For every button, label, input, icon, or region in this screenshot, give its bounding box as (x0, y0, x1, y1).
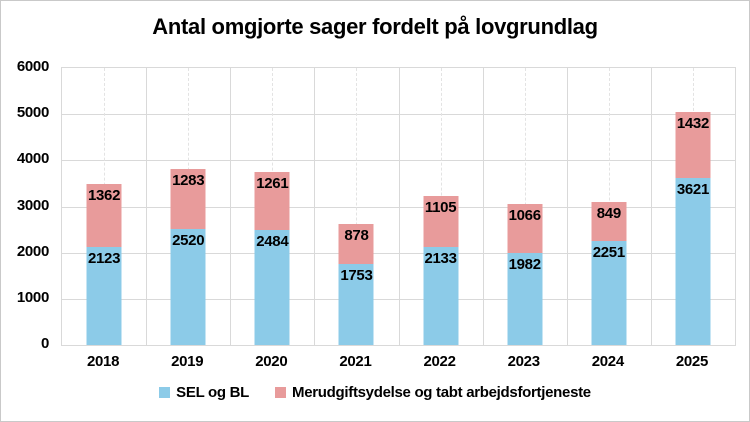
x-axis-category-label: 2023 (507, 353, 540, 370)
y-axis-tick-label: 4000 (16, 150, 49, 168)
x-axis-category-label: 2025 (675, 353, 709, 370)
data-label: 3621 (676, 180, 710, 198)
gridline-vertical (482, 68, 484, 345)
y-axis-tick-label: 1000 (16, 288, 49, 306)
x-axis-category-label: 2021 (339, 353, 372, 370)
data-label: 849 (596, 204, 621, 222)
legend: SEL og BL Merudgiftsydelse og tabt arbejd… (1, 384, 749, 401)
x-axis-category-label: 2024 (591, 353, 624, 370)
legend-swatch-icon (275, 387, 287, 398)
data-label: 1066 (508, 207, 541, 225)
y-axis-tick-label: 5000 (16, 104, 49, 122)
bar-segment-sel-og-bl (170, 228, 206, 345)
y-axis-tick-label: 2000 (16, 242, 49, 260)
bar-segment-merudgiftsydelse (170, 169, 206, 229)
bar-segment-sel-og-bl (507, 253, 543, 345)
gridline-vertical (146, 68, 148, 345)
data-label: 2251 (592, 244, 625, 262)
bar-segment-merudgiftsydelse (86, 184, 122, 247)
bar-segment-sel-og-bl (86, 246, 122, 345)
bar-segment-sel-og-bl (591, 241, 627, 345)
bar-segment-sel-og-bl (254, 230, 290, 345)
data-label: 2133 (424, 249, 457, 267)
legend-item-sel-og-bl: SEL og BL (159, 384, 249, 401)
data-label: 878 (344, 226, 369, 244)
chart-title: Antal omgjorte sager fordelt på lovgrund… (152, 14, 598, 39)
gridline-vertical (230, 68, 232, 345)
data-label: 1261 (256, 175, 289, 193)
gridline-vertical (398, 68, 400, 345)
bar-segment-merudgiftsydelse (675, 111, 711, 178)
legend-swatch-icon (159, 387, 171, 398)
y-axis-tick-label: 0 (40, 335, 49, 352)
bar-segment-merudgiftsydelse (507, 204, 543, 254)
data-label: 1753 (340, 267, 373, 285)
gridline-vertical (314, 68, 316, 345)
data-label: 2123 (87, 249, 121, 267)
bar-segment-merudgiftsydelse (338, 223, 374, 265)
bar-segment-merudgiftsydelse (254, 172, 290, 231)
x-axis-category-label: 2018 (86, 353, 120, 370)
x-axis-category-label: 2022 (423, 353, 456, 370)
x-axis-category-label: 2019 (171, 353, 204, 370)
gridline-vertical (356, 68, 358, 345)
data-label: 1982 (508, 256, 541, 274)
y-axis-tick-label: 3000 (16, 196, 49, 214)
data-label: 1432 (676, 114, 710, 132)
x-axis-category-label: 2020 (255, 353, 288, 370)
legend-label: SEL og BL (176, 384, 250, 401)
legend-item-merudgiftsydelse: Merudgiftsydelse og tabt arbejdsfortjene… (275, 384, 591, 401)
data-label: 1283 (172, 172, 205, 190)
bar-segment-sel-og-bl (423, 246, 459, 345)
gridline-vertical (566, 68, 568, 345)
plot-area: 2123 1362 2520 1283 2484 1261 1753 878 2133 1105 1… (61, 67, 736, 346)
bar-segment-sel-og-bl (338, 264, 374, 345)
legend-label: Merudgiftsydelse og tabt arbejdsfortjene… (292, 384, 591, 401)
y-axis-tick-label: 6000 (16, 58, 49, 75)
data-label: 2520 (172, 231, 205, 249)
bar-segment-merudgiftsydelse (591, 201, 627, 242)
data-label: 2484 (256, 233, 289, 251)
bar-segment-merudgiftsydelse (423, 195, 459, 247)
gridline-vertical (650, 68, 652, 345)
data-label: 1362 (87, 187, 121, 205)
bar-segment-sel-og-bl (675, 177, 711, 345)
data-label: 1105 (424, 198, 457, 216)
